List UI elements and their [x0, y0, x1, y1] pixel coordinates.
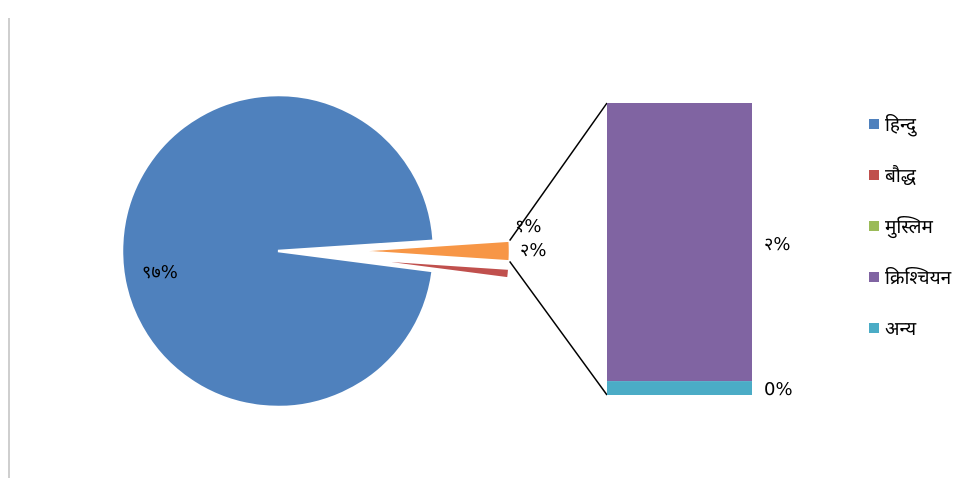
legend-swatch-hindu — [869, 119, 879, 129]
data-label-buddhist: १% — [515, 216, 541, 237]
legend-swatch-other — [869, 323, 879, 333]
legend-label-muslim: मुस्लिम — [885, 215, 934, 239]
connector-line-bottom — [509, 260, 608, 396]
bar-segment-other — [607, 381, 752, 395]
legend-swatch-buddhist — [869, 170, 879, 180]
pie-slice-buddhist — [351, 256, 511, 280]
data-label-christian: २% — [764, 234, 790, 255]
legend-label-hindu: हिन्दु — [885, 113, 917, 137]
pie — [120, 93, 512, 409]
connector-lines — [509, 102, 608, 396]
legend-label-other: अन्य — [885, 318, 917, 340]
legend: हिन्दु बौद्ध मुस्लिम क्रिश्चियन अन्य — [869, 113, 952, 340]
legend-label-christian: क्रिश्चियन — [885, 266, 952, 289]
pie-slice-secondary-group — [351, 239, 512, 263]
connector-line-top — [509, 102, 608, 242]
bar-segment-christian — [607, 103, 752, 382]
pie-slice-hindu — [120, 93, 435, 409]
data-label-hindu: ९७% — [142, 262, 178, 283]
secondary-bar — [607, 103, 752, 395]
legend-swatch-muslim — [869, 221, 879, 231]
legend-swatch-christian — [869, 272, 879, 282]
data-label-secondary-group: २% — [520, 240, 546, 261]
data-label-other: 0% — [764, 379, 793, 400]
legend-label-buddhist: बौद्ध — [885, 164, 917, 187]
